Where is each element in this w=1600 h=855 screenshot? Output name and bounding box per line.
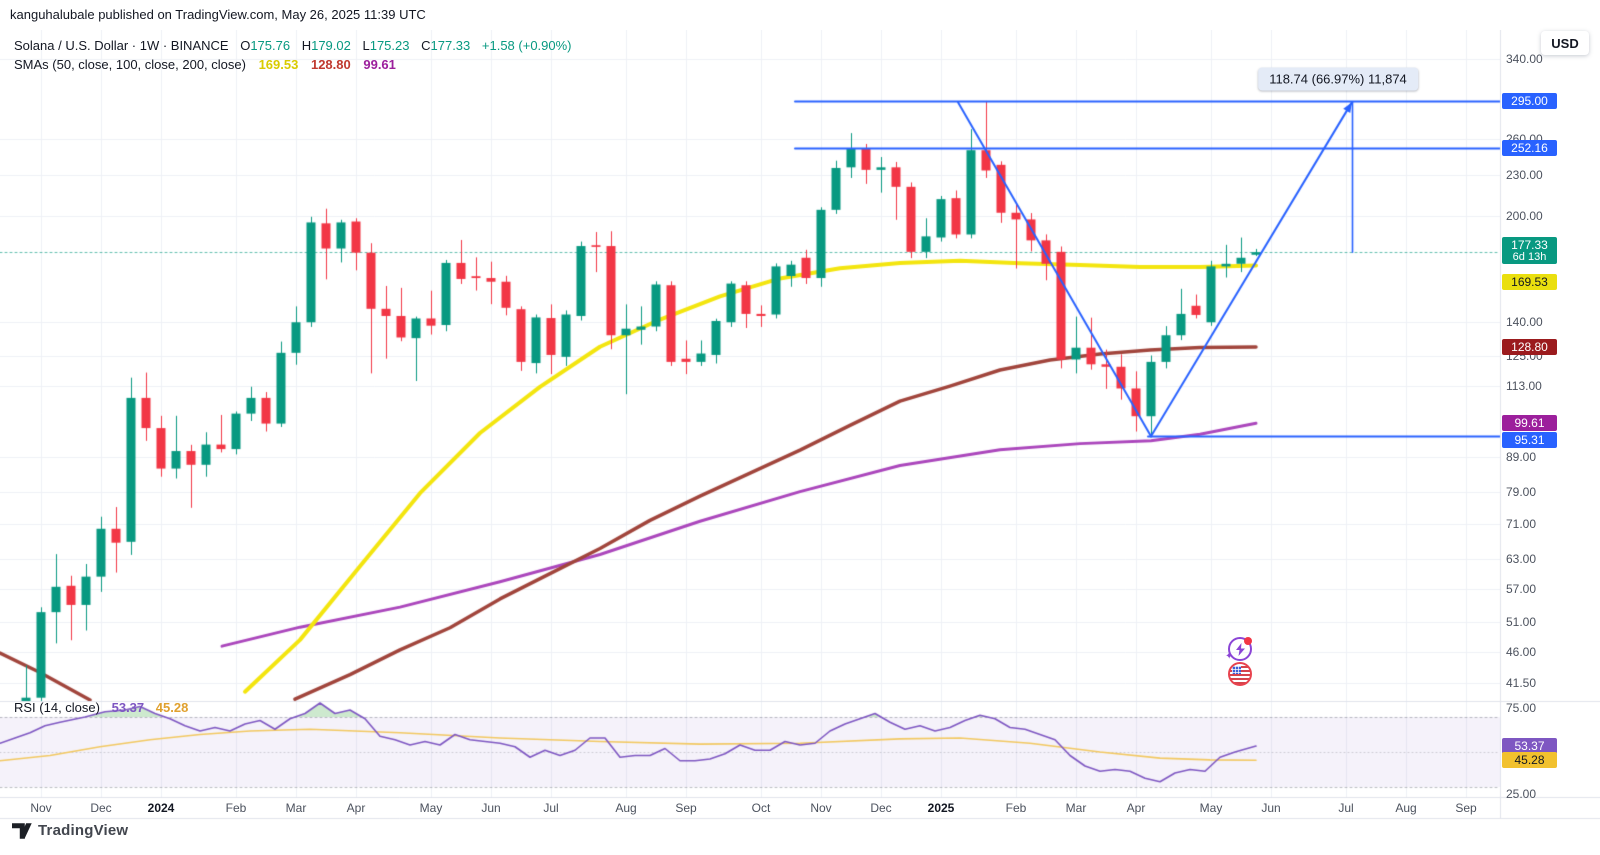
time-axis-label-Nov: Nov [30, 801, 52, 815]
us-economic-event-marker[interactable] [1226, 662, 1252, 688]
price-axis-label: 340.00 [1506, 52, 1543, 66]
chart-legend: Solana / U.S. Dollar · 1W · BINANCE O175… [14, 36, 572, 74]
price-axis-label: 25.00 [1506, 787, 1537, 802]
price-badge-95.31: 95.31 [1502, 432, 1557, 449]
sma100-value: 128.80 [310, 57, 351, 72]
time-axis-label-Nov: Nov [810, 801, 832, 815]
time-axis-label-Jul: Jul [1338, 801, 1354, 815]
time-axis-label-Aug: Aug [615, 801, 637, 815]
time-axis-label-Sep: Sep [675, 801, 697, 815]
close-value: 177.33 [430, 38, 471, 53]
symbol-title[interactable]: Solana / U.S. Dollar · 1W · BINANCE [14, 38, 229, 53]
price-axis-label: 75.00 [1506, 701, 1537, 716]
price-badge-45.28: 45.28 [1502, 752, 1557, 769]
momentum-event-marker[interactable]: ✦ [1225, 636, 1252, 662]
time-axis-label-Sep: Sep [1455, 801, 1477, 815]
time-axis-label-Feb: Feb [1005, 801, 1027, 815]
low-key: L [362, 38, 370, 53]
rsi-value: 53.37 [111, 700, 145, 715]
rsi-label[interactable]: RSI (14, close) [14, 700, 100, 715]
sma200-value: 99.61 [363, 57, 396, 72]
tradingview-glyph-icon [12, 822, 32, 839]
lightning-circle-icon: ✦ [1225, 637, 1252, 662]
price-badge-252.16: 252.16 [1502, 139, 1557, 156]
open-key: O [240, 38, 251, 53]
close-key: C [421, 38, 431, 53]
price-badge-99.61: 99.61 [1502, 415, 1557, 432]
price-badge-128.80: 128.80 [1502, 339, 1557, 355]
open-value: 175.76 [250, 38, 291, 53]
rsi-ma-value: 45.28 [155, 700, 189, 715]
time-axis-label-May: May [1199, 801, 1223, 815]
time-axis-label-Jun: Jun [1261, 801, 1281, 815]
high-value: 179.02 [311, 38, 351, 53]
currency-toggle-button[interactable]: USD [1541, 31, 1589, 55]
time-axis-label-Jul: Jul [543, 801, 559, 815]
price-axis-label: 57.00 [1506, 581, 1537, 596]
sma50-value: 169.53 [258, 57, 299, 72]
high-key: H [301, 38, 312, 53]
price-badge-53.37: 53.37 [1502, 738, 1557, 755]
price-badge-177.33: 177.33 6d 13h [1502, 237, 1557, 265]
price-axis-label: 200.00 [1506, 209, 1543, 224]
published-line: kanguhalubale published on TradingView.c… [10, 7, 426, 22]
time-axis-label-Dec: Dec [870, 801, 892, 815]
time-axis-label-Oct: Oct [751, 801, 771, 815]
time-axis-label-Aug: Aug [1395, 801, 1417, 815]
notification-dot-icon [1244, 637, 1252, 645]
price-badge-295.00: 295.00 [1502, 93, 1557, 110]
time-axis-label-Mar: Mar [1065, 801, 1087, 815]
time-axis-label-Apr: Apr [346, 801, 366, 815]
time-axis-label-Jun: Jun [481, 801, 501, 815]
price-axis-label: 230.00 [1506, 167, 1543, 182]
tradingview-logo[interactable]: TradingView [12, 822, 128, 839]
time-axis-label-Apr: Apr [1126, 801, 1146, 815]
price-badge-169.53: 169.53 [1502, 274, 1557, 291]
time-axis[interactable]: Nov Dec 2024 Feb Mar Apr May Jun Jul Aug Sep Oct Nov… [0, 797, 1500, 819]
price-axis-label: 79.00 [1506, 485, 1537, 500]
time-axis-label-May: May [419, 801, 443, 815]
time-axis-label-Dec: Dec [90, 801, 112, 815]
flag-canton [1232, 666, 1241, 674]
price-axis-label: 63.00 [1506, 552, 1537, 567]
price-axis-label: 46.00 [1506, 645, 1537, 660]
price-axis-label: 113.00 [1506, 378, 1542, 393]
price-axis-label: 71.00 [1506, 516, 1537, 531]
rsi-legend: RSI (14, close) 53.37 45.28 [14, 700, 188, 715]
low-value: 175.23 [369, 38, 410, 53]
tradingview-logo-text: TradingView [38, 822, 129, 839]
time-axis-label-Mar: Mar [285, 801, 307, 815]
measure-tool-label[interactable]: 118.74 (66.97%) 11,874 [1258, 67, 1418, 91]
price-axis-label: 140.00 [1506, 315, 1543, 330]
time-axis-label-Feb: Feb [225, 801, 247, 815]
sma-row: SMAs (50, close, 100, close, 200, close)… [14, 55, 572, 74]
price-axis-label: 41.50 [1506, 676, 1537, 691]
price-axis-label: 89.00 [1506, 449, 1537, 464]
price-axis-label: 51.00 [1506, 614, 1537, 629]
symbol-row: Solana / U.S. Dollar · 1W · BINANCE O175… [14, 36, 572, 55]
sparkle-icon: ✦ [1225, 651, 1234, 662]
us-flag-icon [1228, 662, 1252, 686]
time-axis-label-2025: 2025 [927, 801, 955, 815]
publish-info-bar: kanguhalubale published on TradingView.c… [0, 0, 1600, 30]
price-axis[interactable]: 340.00 260.00 230.00 200.00 140.00 125.00 113.… [1500, 0, 1600, 855]
change-value: +1.58 (+0.90%) [481, 38, 572, 53]
time-axis-label-2024: 2024 [147, 801, 175, 815]
sma-label[interactable]: SMAs (50, close, 100, close, 200, close) [14, 57, 246, 72]
